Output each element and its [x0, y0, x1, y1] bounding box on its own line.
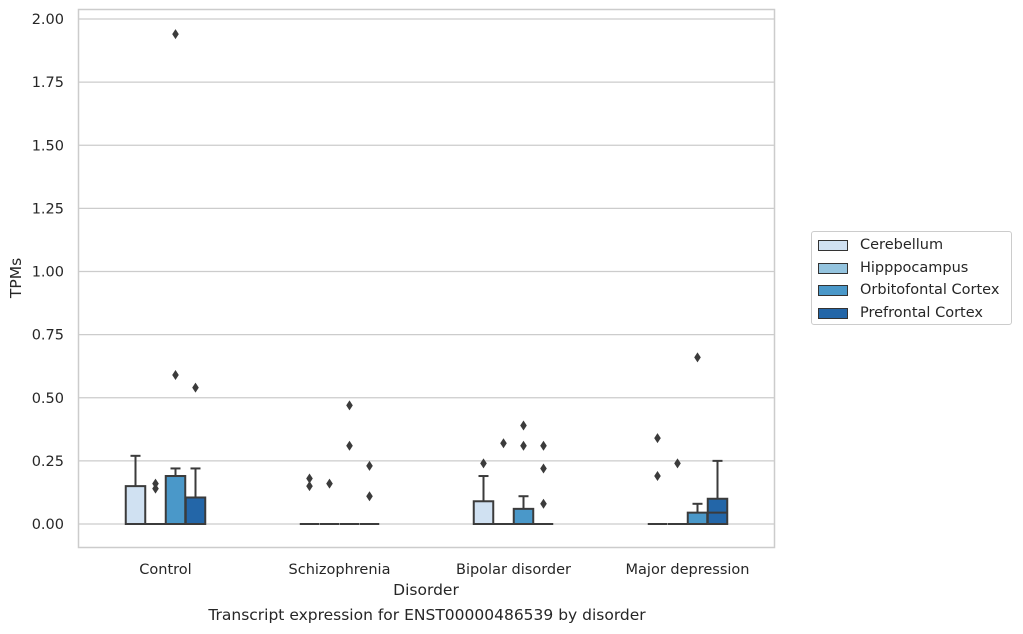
box-group	[512, 420, 535, 526]
outlier-point	[152, 478, 159, 489]
box-group	[493, 438, 514, 525]
legend-label-cerebellum: Cerebellum	[860, 237, 944, 253]
outlier-point	[326, 478, 333, 489]
outlier-point	[654, 471, 661, 482]
outlier-point	[540, 440, 547, 451]
outlier-point	[366, 491, 373, 502]
boxes	[124, 29, 729, 526]
box-group	[319, 478, 340, 525]
legend-swatch-hippocampus	[818, 262, 848, 274]
box-group	[124, 454, 147, 525]
outlier-point	[366, 460, 373, 471]
outlier-point	[306, 473, 313, 484]
box-rect	[124, 485, 147, 525]
outlier-point	[172, 370, 179, 381]
legend-item-orbitofrontal: Orbitofontal Cortex	[818, 280, 999, 300]
legend-item-cerebellum: Cerebellum	[818, 235, 943, 255]
legend: Cerebellum Hipppocampus Orbitofontal Cor…	[811, 231, 1012, 325]
outlier-point	[172, 29, 179, 40]
y-axis-label: TPMs	[7, 258, 25, 299]
outlier-point	[520, 420, 527, 431]
x-tick-label: Bipolar disorder	[456, 562, 571, 578]
y-tick-label: 0.25	[32, 454, 64, 470]
y-tick-label: 1.00	[32, 265, 64, 281]
outlier-point	[346, 400, 353, 411]
x-axis-label: Disorder	[393, 581, 459, 599]
outlier-point	[540, 463, 547, 474]
box-rect	[706, 497, 729, 525]
legend-item-hippocampus: Hipppocampus	[818, 258, 968, 278]
y-tick-label: 1.50	[32, 138, 64, 154]
outlier-point	[306, 481, 313, 492]
box-group	[184, 382, 207, 525]
box-group	[472, 458, 495, 525]
box-rect	[472, 500, 495, 525]
outlier-point	[540, 498, 547, 509]
box-group	[667, 458, 688, 525]
outlier-point	[192, 382, 199, 393]
gridlines	[78, 18, 775, 525]
box-group	[339, 400, 360, 525]
legend-item-prefrontal: Prefrontal Cortex	[818, 303, 983, 323]
box-rect	[164, 475, 187, 525]
box-group	[164, 29, 187, 525]
y-tick-label: 2.00	[32, 12, 64, 28]
outlier-point	[674, 458, 681, 469]
x-tick-label: Schizophrenia	[289, 562, 391, 578]
legend-label-hippocampus: Hipppocampus	[860, 260, 969, 276]
x-tick-label: Control	[139, 562, 191, 578]
box-group	[686, 352, 709, 526]
box-group	[533, 440, 554, 525]
outlier-point	[694, 352, 701, 363]
outlier-point	[520, 440, 527, 451]
box-group	[647, 433, 668, 525]
box-rect	[512, 507, 535, 526]
box-rect	[184, 496, 207, 525]
outlier-point	[346, 440, 353, 451]
y-tick-label: 0.00	[32, 517, 64, 533]
box-group	[706, 459, 729, 525]
box-rect	[686, 511, 709, 526]
y-tick-label: 0.75	[32, 328, 64, 344]
box-group	[359, 460, 380, 525]
outlier-point	[500, 438, 507, 449]
y-tick-label: 1.75	[32, 75, 64, 91]
tick-labels: 0.00 0.25 0.50 0.75 1.00 1.25 1.50 1.75 2.00 Cont…	[32, 12, 750, 578]
legend-label-orbitofrontal: Orbitofontal Cortex	[860, 282, 1000, 298]
outlier-point	[152, 483, 159, 494]
box-group	[299, 473, 320, 525]
x-tick-label: Major depression	[626, 562, 750, 578]
outlier-point	[654, 433, 661, 444]
plot-frame	[77, 8, 776, 549]
legend-swatch-orbitofrontal	[818, 284, 848, 296]
outlier-point	[480, 458, 487, 469]
legend-swatch-prefrontal	[818, 307, 848, 319]
y-tick-label: 0.50	[32, 391, 64, 407]
legend-label-prefrontal: Prefrontal Cortex	[860, 305, 983, 321]
box-group	[145, 478, 166, 525]
chart-caption: Transcript expression for ENST0000048653…	[208, 606, 646, 624]
y-tick-label: 1.25	[32, 201, 64, 217]
legend-swatch-cerebellum	[818, 239, 848, 251]
